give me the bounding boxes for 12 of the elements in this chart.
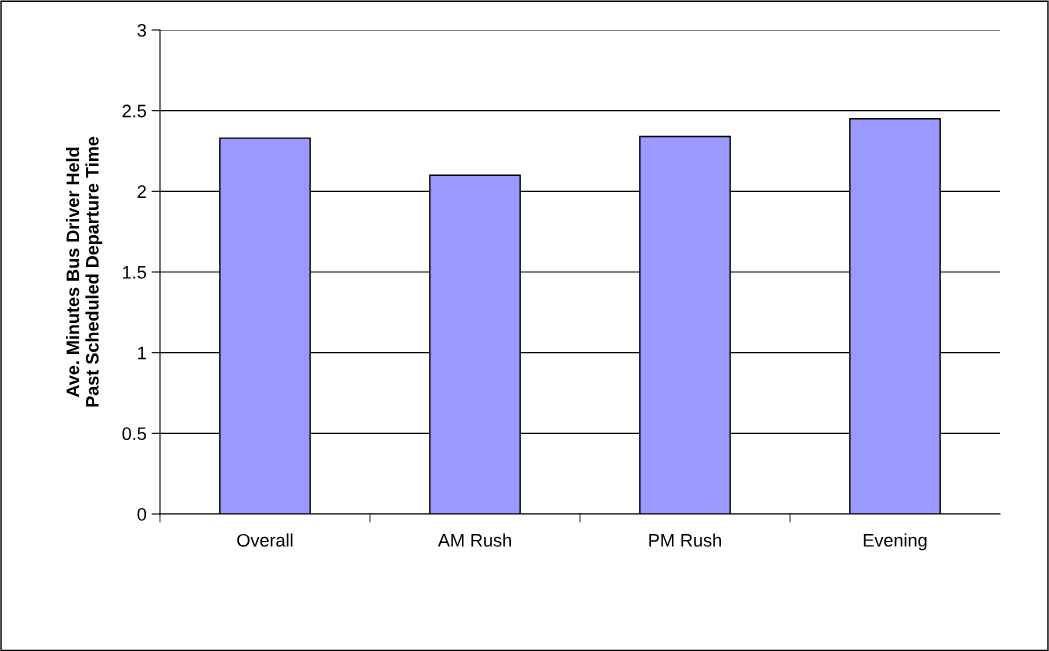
x-tick-label: Overall <box>237 533 293 547</box>
y-tick-label: 0.5 <box>122 427 147 441</box>
y-tick-label: 2.5 <box>122 104 147 118</box>
x-tick-label: Evening <box>863 533 927 551</box>
y-tick-label: 0 <box>137 507 147 521</box>
y-tick-label: 1 <box>138 346 146 360</box>
x-tick-label: AM Rush <box>437 533 511 547</box>
y-tick-label: 1.5 <box>123 266 147 279</box>
y-axis-title: Ave. Minutes Bus Driver Held Past Scheduled Departure Time <box>65 136 103 407</box>
y-tick-label: 3 <box>137 23 147 37</box>
y-tick-label: 2 <box>137 185 146 198</box>
x-tick-label: PM Rush <box>649 533 721 547</box>
